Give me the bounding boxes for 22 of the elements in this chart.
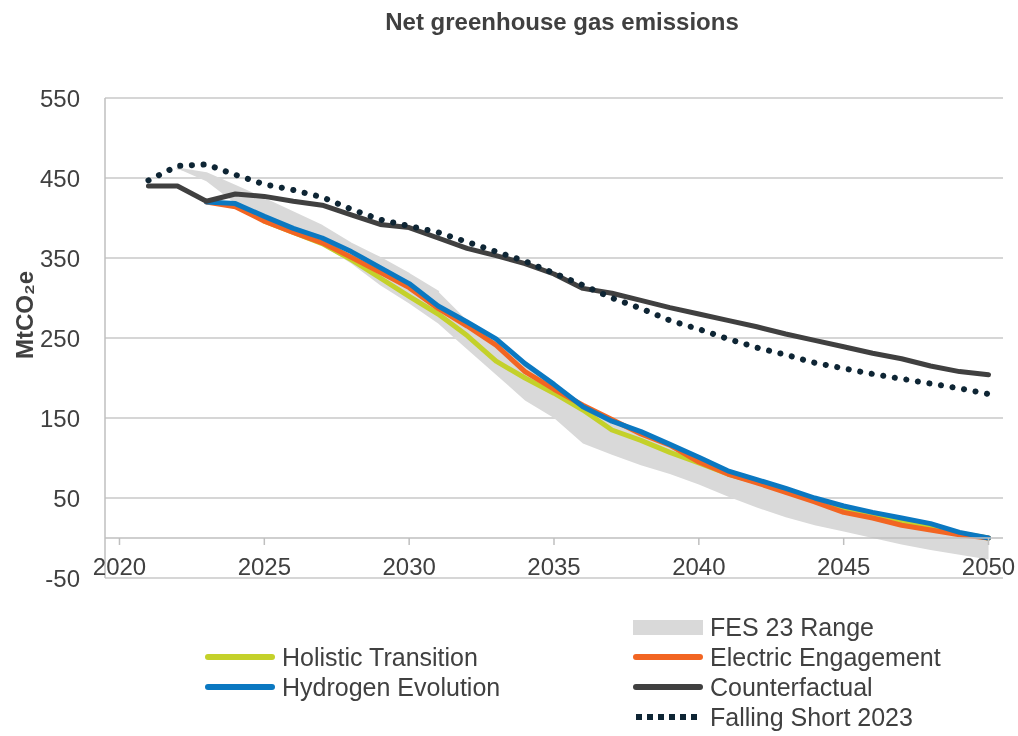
y-tick-label: 150 [39,404,80,432]
legend-label: Electric Engagement [710,642,941,672]
x-tick-label: 2045 [816,552,871,580]
x-tick-label: 2050 [961,552,1016,580]
x-tick-label: 2035 [527,552,581,580]
x-tick-label: 2030 [382,552,436,580]
x-tick-label: 2040 [672,552,726,580]
legend-label: FES 23 Range [710,612,874,642]
x-tick-label: 2025 [237,552,292,580]
legend-label: Holistic Transition [282,642,478,672]
legend-label: Counterfactual [710,672,873,702]
y-tick-label: 350 [39,244,80,272]
y-tick-label: 450 [39,164,80,192]
x-tick-label: 2020 [92,552,147,580]
y-axis-title: MtCO₂e [10,271,38,359]
y-tick-label: 250 [39,324,80,352]
legend-label: Falling Short 2023 [710,702,913,732]
y-tick-label: 50 [53,484,80,512]
chart-title: Net greenhouse gas emissions [385,8,739,36]
y-tick-label: -50 [45,564,80,592]
y-tick-label: 550 [39,84,80,112]
legend-label: Hydrogen Evolution [282,672,501,702]
